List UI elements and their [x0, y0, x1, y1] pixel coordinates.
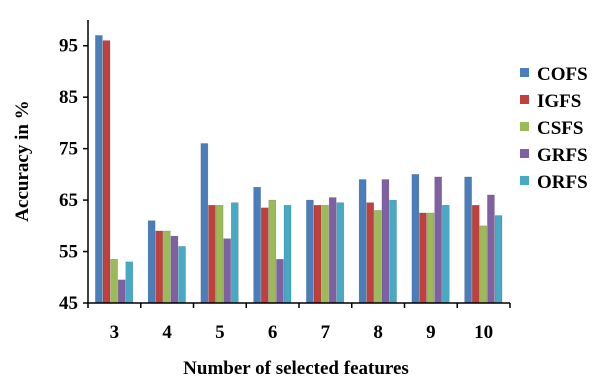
bar-grfs-3: [117, 279, 126, 304]
bar-cofs-10: [464, 176, 472, 304]
bar-grfs-5: [223, 238, 231, 304]
x-tick-label: 3: [110, 322, 120, 343]
x-tick-label: 4: [162, 322, 172, 343]
bar-csfs-5: [215, 204, 224, 304]
x-tick-label: 9: [426, 322, 436, 343]
y-tick-label: 65: [59, 190, 78, 211]
x-tick-label: 6: [268, 322, 278, 343]
bar-csfs-7: [321, 204, 329, 304]
bar-cofs-3: [95, 35, 103, 304]
bar-grfs-9: [434, 176, 442, 304]
legend-swatch-orfs: [520, 176, 529, 185]
legend-swatch-cofs: [520, 68, 529, 77]
legend: COFS IGFS CSFS GRFS ORFS: [520, 64, 588, 193]
x-tick-label: 10: [474, 322, 493, 343]
bar-cofs-7: [306, 199, 314, 304]
y-tick-label: 75: [59, 139, 78, 160]
bar-orfs-9: [442, 204, 450, 304]
bar-cofs-5: [200, 143, 209, 304]
legend-label-orfs: ORFS: [537, 172, 588, 193]
y-tick-label: 45: [59, 293, 78, 314]
y-axis-ticks: 45 55 65 75 85 95: [59, 36, 88, 314]
bar-orfs-5: [231, 202, 239, 304]
bar-grfs-4: [170, 235, 179, 304]
bar-csfs-4: [163, 230, 171, 304]
bar-grfs-10: [487, 194, 495, 304]
bar-orfs-4: [178, 246, 186, 304]
bars: [95, 35, 503, 304]
bar-cofs-9: [411, 174, 420, 304]
legend-swatch-grfs: [520, 149, 529, 158]
x-axis-ticks: 3 4 5 6 7 8 9 10: [87, 303, 511, 343]
bar-csfs-3: [110, 259, 118, 304]
legend-swatch-igfs: [520, 95, 529, 104]
bar-igfs-3: [102, 40, 111, 304]
bar-cofs-4: [147, 220, 156, 304]
y-tick-label: 95: [59, 36, 78, 57]
bar-grfs-6: [276, 259, 284, 304]
bar-igfs-9: [419, 212, 427, 304]
y-axis-title: Accuracy in %: [12, 100, 33, 221]
bar-igfs-8: [366, 202, 374, 304]
bar-csfs-6: [268, 199, 277, 304]
legend-label-igfs: IGFS: [537, 91, 581, 112]
bar-igfs-5: [208, 204, 216, 304]
bar-grfs-7: [328, 197, 337, 304]
bar-orfs-6: [283, 204, 292, 304]
bar-orfs-3: [125, 261, 134, 304]
bar-grfs-8: [381, 179, 390, 304]
x-tick-label: 7: [321, 322, 331, 343]
bar-igfs-10: [471, 204, 480, 304]
x-axis-title: Number of selected features: [183, 358, 409, 378]
bar-csfs-10: [479, 225, 488, 304]
bar-orfs-8: [389, 199, 397, 304]
x-tick-label: 8: [373, 322, 383, 343]
y-tick-label: 85: [59, 87, 78, 108]
legend-swatch-csfs: [520, 122, 529, 131]
bar-igfs-4: [155, 230, 163, 304]
legend-label-csfs: CSFS: [537, 118, 583, 139]
bar-igfs-7: [313, 204, 322, 304]
bar-csfs-8: [374, 210, 382, 304]
x-tick-label: 5: [215, 322, 225, 343]
bar-orfs-10: [494, 215, 503, 304]
y-tick-label: 55: [59, 242, 78, 263]
legend-label-cofs: COFS: [537, 64, 588, 85]
bar-cofs-8: [358, 179, 367, 304]
bar-igfs-6: [260, 207, 269, 304]
bar-orfs-7: [336, 202, 345, 304]
bar-cofs-6: [253, 186, 261, 304]
bar-csfs-9: [426, 212, 435, 304]
legend-label-grfs: GRFS: [537, 145, 588, 166]
